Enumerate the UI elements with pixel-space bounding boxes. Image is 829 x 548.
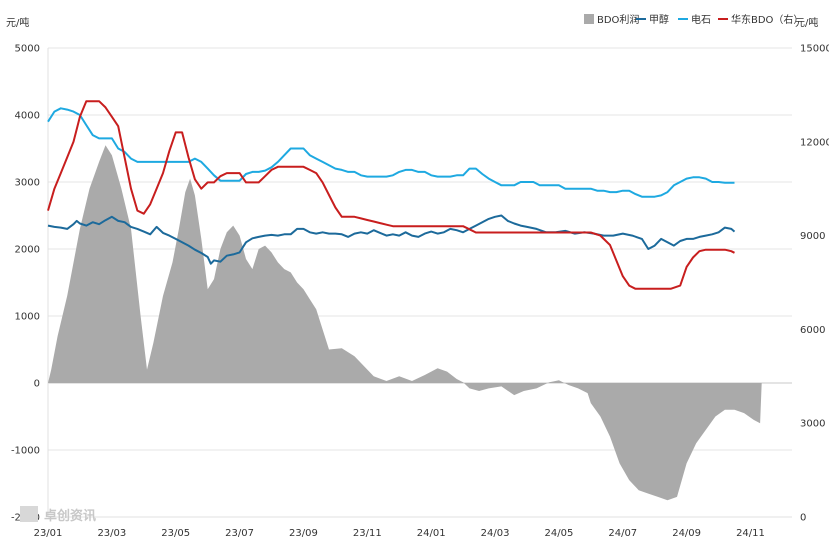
right-tick-label: 15000 — [800, 44, 829, 55]
right-axis: 15000 12000 9000 6000 3000 0 — [800, 44, 829, 524]
x-tick-label: 24/07 — [608, 528, 637, 539]
right-tick-label: 3000 — [800, 419, 825, 430]
left-tick-label: 3000 — [15, 178, 40, 189]
legend-label: 华东BDO（右） — [731, 13, 803, 26]
x-tick-label: 23/09 — [289, 528, 318, 539]
watermark-logo — [20, 506, 38, 522]
right-tick-label: 9000 — [800, 231, 825, 242]
right-tick-label: 12000 — [800, 137, 829, 148]
watermark-text: 卓创资讯 — [44, 508, 96, 524]
right-axis-unit: 元/吨 — [795, 16, 818, 29]
right-tick-label: 0 — [800, 513, 806, 524]
series-line — [47, 100, 735, 290]
legend-label: 电石 — [691, 13, 711, 26]
legend-swatch — [584, 14, 594, 24]
series-line — [47, 214, 736, 265]
series-line — [47, 107, 735, 198]
left-tick-label: 4000 — [15, 111, 40, 122]
right-tick-label: 6000 — [800, 325, 825, 336]
x-tick-label: 23/01 — [34, 528, 63, 539]
x-tick-label: 24/05 — [544, 528, 573, 539]
left-tick-label: -1000 — [11, 446, 40, 457]
left-tick-label: 0 — [34, 379, 40, 390]
watermark: 卓创资讯 — [20, 506, 96, 524]
series-area-bdo-profit — [48, 145, 762, 501]
left-tick-label: 2000 — [15, 245, 40, 256]
x-axis: 23/01 23/03 23/05 23/07 23/09 23/11 24/01 24/03… — [34, 528, 765, 539]
legend-label: BDO利润 — [597, 13, 639, 26]
x-tick-label: 23/03 — [97, 528, 126, 539]
x-tick-label: 24/09 — [672, 528, 701, 539]
legend: BDO利润 甲醇 电石 华东BDO（右） — [584, 13, 803, 26]
left-tick-label: 5000 — [15, 44, 40, 55]
x-tick-label: 23/11 — [353, 528, 382, 539]
x-tick-label: 24/01 — [417, 528, 446, 539]
legend-label: 甲醇 — [649, 13, 669, 26]
left-axis-unit: 元/吨 — [6, 16, 29, 29]
x-tick-label: 24/03 — [481, 528, 510, 539]
x-tick-label: 23/05 — [161, 528, 190, 539]
x-tick-label: 24/11 — [736, 528, 765, 539]
plot-area — [47, 100, 762, 501]
x-tick-label: 23/07 — [225, 528, 254, 539]
left-tick-label: 1000 — [15, 312, 40, 323]
